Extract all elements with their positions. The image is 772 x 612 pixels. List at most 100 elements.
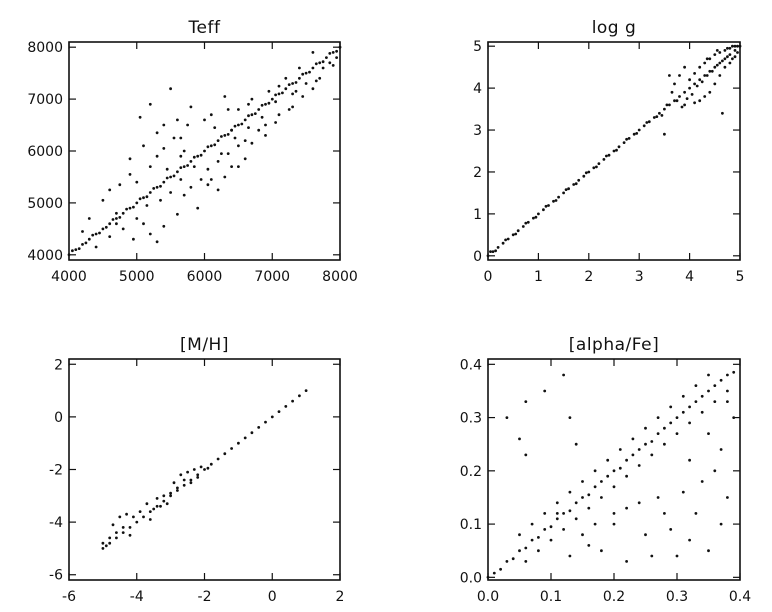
y-tick-label: -6 [49,568,63,584]
data-point [574,442,578,446]
data-point [162,224,166,228]
data-point [186,470,190,474]
data-point [625,458,628,462]
data-point [721,59,724,63]
data-point [233,124,237,128]
data-point [176,212,179,216]
data-point [602,158,606,161]
data-point [274,100,277,104]
data-point [581,480,584,483]
data-point [220,135,223,138]
data-point [557,195,560,199]
data-point [128,206,132,210]
data-point [260,115,264,119]
data-point [562,512,565,515]
y-tick-label: 4 [473,81,482,97]
data-point [728,61,732,65]
data-point [98,231,101,235]
data-point [625,560,628,563]
data-point [678,95,681,98]
data-point [264,102,267,106]
data-point [145,502,149,506]
data-point [311,51,315,54]
data-point [516,229,520,233]
data-point [179,473,183,477]
data-point [652,116,656,119]
y-tick-label: -2 [49,463,63,479]
data-point [108,235,112,239]
y-tick-label: 1 [473,207,482,223]
data-point [125,207,128,211]
data-point [125,512,128,516]
data-point [226,108,230,111]
data-point [182,165,186,169]
data-point [291,105,294,109]
data-point [665,103,669,107]
data-point [700,394,704,398]
x-tick-label: 6000 [187,269,223,285]
data-point [572,183,576,186]
data-point [698,78,702,82]
data-point [494,249,497,253]
data-point [731,57,734,61]
data-point [301,72,305,76]
data-point [196,206,200,210]
y-tick-label: 8000 [27,40,63,56]
axes-frame-logg [487,41,741,261]
data-point [291,399,294,403]
data-point [318,76,322,80]
data-point [169,494,173,498]
x-tick-label: 4000 [51,269,87,285]
data-point [660,114,664,117]
data-point [135,520,139,524]
data-point [612,149,616,153]
data-point [587,544,591,547]
data-point [291,82,294,85]
data-point [247,114,250,118]
data-point [243,157,247,161]
y-tick-label: 0.4 [460,357,482,373]
data-point [524,546,528,550]
data-point [101,227,105,231]
data-point [705,74,709,77]
data-point [656,432,660,435]
data-point [568,416,572,419]
data-point [294,89,298,93]
data-point [568,490,572,494]
data-point [267,89,271,93]
data-point [81,243,84,246]
data-point [264,123,267,127]
data-point [694,512,698,515]
data-point [230,128,234,132]
data-point [206,466,210,470]
panel-teff: Teff 4000 5000 6000 7000 8000 4000 5000 6000 7000… [27,18,357,285]
data-point [325,56,328,59]
data-point [681,490,685,494]
data-point [581,496,584,499]
data-point [504,238,507,242]
data-point [216,139,220,143]
data-point [723,57,727,61]
y-tick-label: 0.2 [460,464,482,480]
data-point [148,232,152,236]
data-point [718,74,722,77]
data-point [597,162,601,166]
data-point [162,494,166,498]
data-point [715,63,719,67]
data-point [230,165,234,169]
data-point [115,536,118,540]
data-point [277,92,281,96]
data-point [713,65,717,69]
data-point [718,61,722,65]
data-point [593,485,597,489]
panel-title-logg: log g [592,18,637,38]
data-point [155,185,159,189]
data-point [650,440,654,443]
data-point [237,108,240,111]
data-point [321,60,325,64]
data-point [121,227,125,231]
data-point [260,103,264,107]
data-point [726,46,729,50]
data-point [192,155,196,159]
data-point [179,166,183,170]
